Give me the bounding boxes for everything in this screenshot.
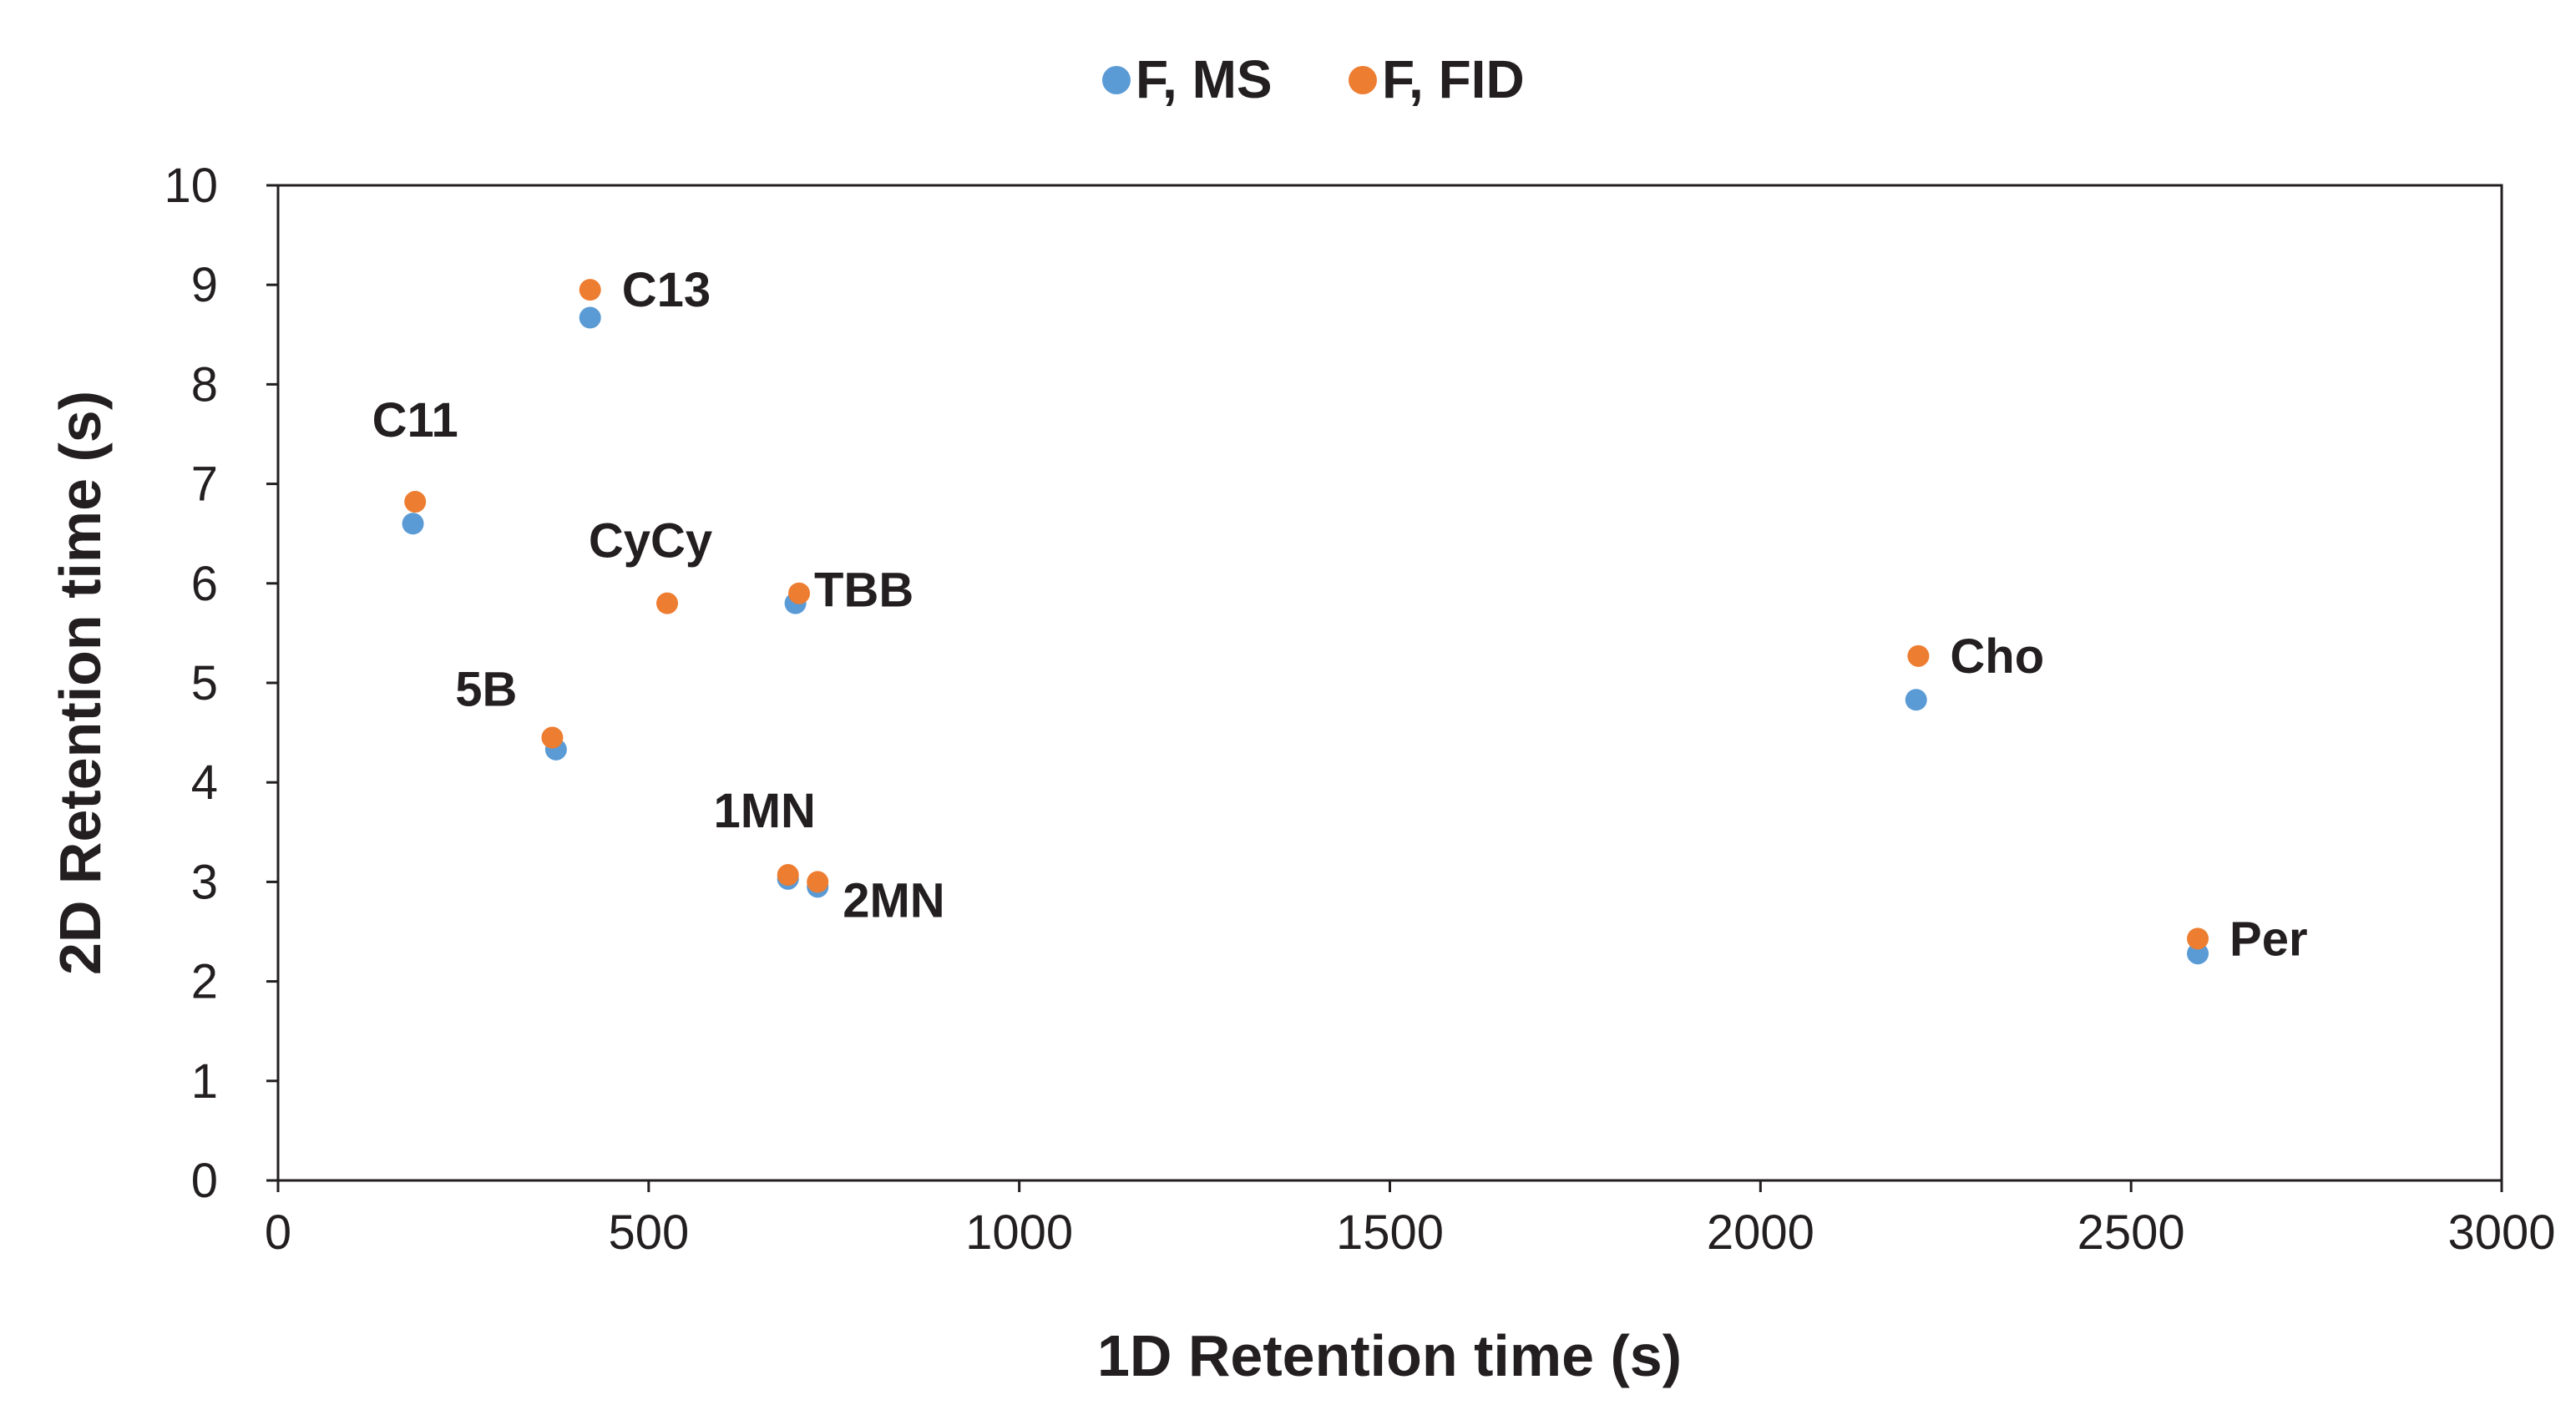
legend-marker-ms	[1102, 66, 1131, 94]
y-tick-label: 5	[191, 656, 218, 710]
point-label: C11	[372, 393, 458, 447]
y-axis-ticks: 0 1 2 3 4 5 6 7 8 9 10	[164, 159, 278, 1208]
x-tick-label: 1500	[1336, 1205, 1444, 1260]
point-fid	[1907, 644, 1930, 667]
x-tick-label: 1000	[965, 1205, 1073, 1260]
x-tick-label: 2000	[1707, 1205, 1814, 1260]
y-axis-title: 2D Retention time (s)	[48, 391, 113, 975]
y-tick-label: 6	[191, 557, 218, 611]
point-fid	[777, 864, 799, 887]
point-label: 2MN	[843, 873, 944, 927]
point-label: Cho	[1950, 629, 2044, 684]
x-tick-label: 0	[265, 1205, 291, 1260]
legend-marker-fid	[1349, 66, 1377, 94]
point-fid	[656, 592, 679, 614]
point-label: 5B	[455, 663, 517, 717]
point-fid	[541, 726, 564, 749]
y-tick-label: 2	[191, 955, 218, 1009]
point-label: 1MN	[713, 784, 815, 838]
legend-label-ms: F, MS	[1136, 49, 1273, 109]
point-label: Per	[2229, 912, 2308, 966]
point-labels: C11 C13 CyCy TBB 5B 1MN 2MN Cho Per	[372, 263, 2308, 966]
point-fid	[788, 582, 811, 604]
point-fid	[807, 871, 829, 893]
legend: F, MS F, FID	[1102, 49, 1525, 109]
x-tick-label: 2500	[2078, 1205, 2185, 1260]
point-label: CyCy	[589, 514, 712, 569]
x-tick-label: 500	[608, 1205, 689, 1260]
data-points	[402, 279, 2209, 965]
legend-label-fid: F, FID	[1382, 49, 1525, 109]
y-tick-label: 10	[164, 159, 218, 213]
y-tick-label: 4	[191, 756, 218, 810]
y-tick-label: 8	[191, 357, 218, 412]
x-axis-ticks: 0 500 1000 1500 2000 2500 3000	[265, 1180, 2556, 1260]
point-label: C13	[622, 263, 711, 317]
point-label: TBB	[814, 563, 913, 618]
point-ms	[579, 306, 601, 329]
point-ms	[1905, 689, 1927, 711]
point-ms	[2187, 943, 2209, 965]
point-fid	[579, 279, 601, 301]
y-tick-label: 9	[191, 258, 218, 312]
point-ms	[402, 513, 424, 535]
point-fid	[404, 491, 427, 513]
y-tick-label: 3	[191, 855, 218, 909]
y-tick-label: 7	[191, 457, 218, 512]
plot-area	[276, 184, 2503, 1182]
x-axis-title: 1D Retention time (s)	[1097, 1323, 1682, 1388]
y-tick-label: 0	[191, 1154, 218, 1208]
point-fid	[2187, 927, 2209, 950]
y-tick-label: 1	[191, 1054, 218, 1109]
x-tick-label: 3000	[2447, 1205, 2555, 1260]
